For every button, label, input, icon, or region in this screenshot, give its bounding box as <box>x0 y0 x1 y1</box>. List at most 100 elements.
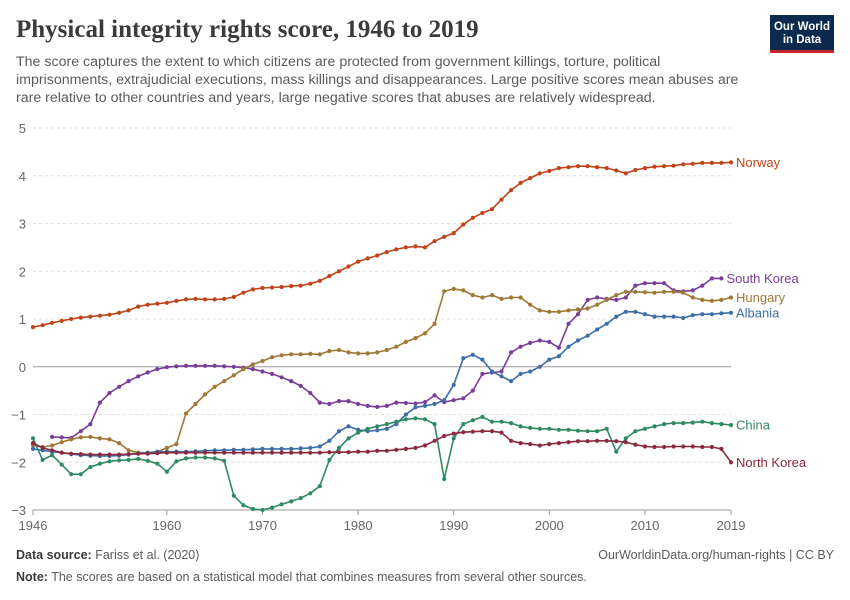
data-point <box>422 417 428 422</box>
data-point <box>308 281 313 286</box>
data-point <box>709 298 715 303</box>
data-point <box>566 165 571 170</box>
data-point <box>269 371 275 376</box>
data-point <box>575 428 581 433</box>
data-point <box>518 295 523 300</box>
data-point <box>642 312 648 317</box>
data-point <box>537 308 542 313</box>
data-point <box>289 499 294 504</box>
data-point <box>537 443 542 448</box>
data-point <box>633 429 638 434</box>
data-point <box>212 450 217 455</box>
data-point <box>700 312 705 317</box>
data-point <box>499 430 504 435</box>
data-point <box>642 281 648 286</box>
data-point <box>719 446 724 451</box>
data-point <box>537 338 542 343</box>
data-point <box>623 295 628 300</box>
data-point <box>480 295 485 300</box>
y-tick-label: 4 <box>19 169 26 184</box>
data-point <box>614 168 619 173</box>
data-point <box>317 278 322 283</box>
data-point <box>193 296 198 301</box>
data-point <box>384 426 389 431</box>
data-point <box>126 448 131 453</box>
data-point <box>69 437 74 442</box>
data-point <box>375 350 380 355</box>
data-point <box>222 296 227 301</box>
x-tick-label: 1990 <box>439 518 468 533</box>
data-point <box>489 429 495 434</box>
data-point <box>480 414 485 419</box>
data-point <box>327 401 332 407</box>
source-url[interactable]: OurWorldinData.org/human-rights | CC BY <box>598 548 834 562</box>
data-point <box>394 419 399 424</box>
data-point <box>212 297 217 302</box>
data-point <box>289 284 294 289</box>
data-point <box>470 352 475 357</box>
data-point <box>365 426 370 431</box>
data-point <box>403 339 408 344</box>
data-point <box>432 401 437 407</box>
data-point <box>97 452 102 457</box>
data-point <box>442 476 447 482</box>
x-tick-label: 2010 <box>630 518 659 533</box>
data-point <box>117 384 122 389</box>
data-point <box>164 300 169 305</box>
data-point <box>614 314 619 319</box>
data-point <box>78 452 83 457</box>
data-point <box>346 436 351 441</box>
data-point <box>499 419 504 424</box>
data-point <box>69 451 74 456</box>
data-point <box>700 160 705 165</box>
data-point <box>432 321 437 326</box>
data-point <box>384 250 389 255</box>
data-point <box>50 448 55 453</box>
data-point <box>728 160 734 165</box>
data-point <box>317 450 322 455</box>
data-point <box>652 314 657 319</box>
data-point <box>662 281 667 286</box>
data-point <box>365 403 370 408</box>
data-point <box>30 441 36 446</box>
data-point <box>203 392 208 397</box>
data-point <box>728 295 734 300</box>
data-point <box>69 472 74 477</box>
data-point <box>183 411 189 416</box>
data-point <box>604 321 609 326</box>
data-point <box>279 502 284 507</box>
data-point <box>461 356 466 361</box>
data-point <box>375 448 380 453</box>
data-point <box>336 269 342 274</box>
data-point <box>317 444 322 449</box>
data-point <box>509 350 514 355</box>
data-point <box>623 289 628 294</box>
line-chart[interactable]: −3 −2 −1 0 1 2 3 4 5 1946 1960 1970 1980 1990 2000 201… <box>0 0 850 540</box>
data-point <box>528 442 533 447</box>
data-point <box>461 288 466 293</box>
data-point <box>193 363 198 368</box>
data-point <box>250 450 255 455</box>
data-point <box>117 458 122 463</box>
data-point <box>461 422 466 427</box>
data-point <box>384 347 389 353</box>
data-point <box>499 369 504 374</box>
data-point <box>356 430 361 435</box>
data-point <box>260 369 265 374</box>
data-point <box>690 295 695 300</box>
x-tick-label: 1980 <box>344 518 373 533</box>
data-point <box>585 333 590 338</box>
source-text[interactable]: Fariss et al. (2020) <box>95 548 200 562</box>
logo-line-1: Our World <box>773 21 830 33</box>
data-point <box>575 307 581 312</box>
data-point <box>518 371 523 376</box>
x-tick-label: 1960 <box>152 518 181 533</box>
data-point <box>107 437 112 442</box>
data-point <box>451 382 456 387</box>
data-point <box>59 435 64 440</box>
owid-logo[interactable]: Our World in Data <box>770 15 834 53</box>
data-point <box>126 308 131 313</box>
data-point <box>97 436 102 441</box>
data-point <box>279 446 284 451</box>
data-point <box>126 457 131 462</box>
